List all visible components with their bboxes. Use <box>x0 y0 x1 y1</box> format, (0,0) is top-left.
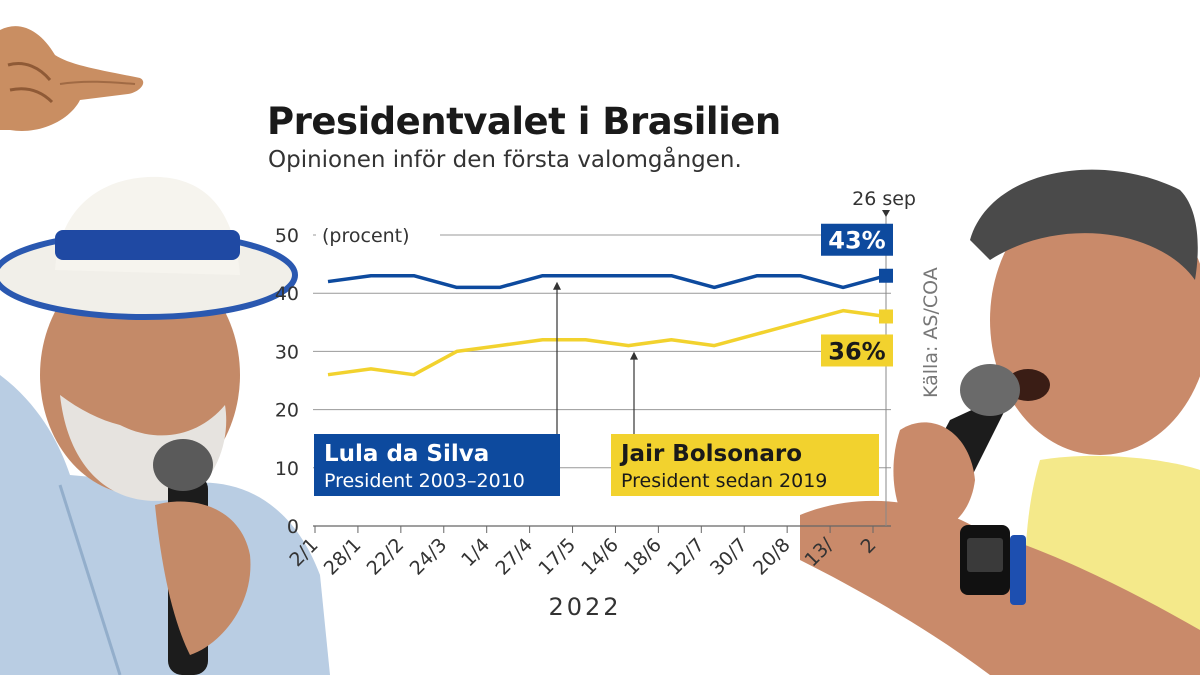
lula-photo <box>0 176 330 675</box>
unit-label-bg <box>316 223 440 247</box>
x-tick-label-7: 14/6 <box>577 534 623 580</box>
y-tick-label-40: 40 <box>275 283 299 305</box>
end-value-label-1: 36% <box>828 337 885 365</box>
y-tick-label-50: 50 <box>275 225 299 247</box>
chart-subtitle: Opinionen inför den första valomgången. <box>268 147 742 173</box>
x-tick-label-13: 2 <box>856 534 880 558</box>
legend-box-1 <box>611 434 879 496</box>
callout-arrow-1 <box>630 351 638 360</box>
x-tick-label-12: 13/ <box>800 534 838 572</box>
x-tick-label-2: 22/2 <box>363 534 409 580</box>
callout-arrow-0 <box>553 281 561 290</box>
legend-name-0: Lula da Silva <box>324 441 489 467</box>
y-tick-label-0: 0 <box>287 516 299 538</box>
x-tick-label-6: 17/5 <box>534 534 580 580</box>
x-tick-label-9: 12/7 <box>663 534 709 580</box>
y-tick-label-10: 10 <box>275 458 299 480</box>
legend-name-1: Jair Bolsonaro <box>619 441 802 467</box>
end-marker-1 <box>879 309 893 324</box>
x-tick-label-3: 24/3 <box>406 534 452 580</box>
end-date-label: 26 sep <box>852 188 916 210</box>
x-axis-title: 2022 <box>548 593 621 621</box>
source-label: Källa: AS/COA <box>920 267 942 398</box>
y-axis-unit-label: (procent) <box>322 225 410 247</box>
x-tick-label-1: 28/1 <box>320 534 366 580</box>
legend-description-0: President 2003–2010 <box>324 470 525 492</box>
x-tick-label-10: 30/7 <box>706 534 752 580</box>
series-line-0 <box>327 273 887 290</box>
x-tick-label-4: 1/4 <box>457 534 494 571</box>
chart-title: Presidentvalet i Brasilien <box>267 100 781 143</box>
series-line-1 <box>327 308 887 377</box>
pointing-hand-photo <box>0 26 144 131</box>
x-tick-label-0: 2/1 <box>285 534 322 571</box>
end-marker-0 <box>879 268 893 283</box>
end-date-arrow <box>882 210 890 217</box>
x-tick-label-5: 27/4 <box>491 534 537 580</box>
bolsonaro-photo <box>800 169 1200 675</box>
end-value-label-0: 43% <box>828 227 885 255</box>
legend-box-0 <box>314 434 560 496</box>
x-tick-label-8: 18/6 <box>620 534 666 580</box>
x-tick-label-11: 20/8 <box>749 534 795 580</box>
y-tick-label-30: 30 <box>275 341 299 363</box>
legend-description-1: President sedan 2019 <box>621 470 827 492</box>
y-tick-label-20: 20 <box>275 400 299 422</box>
end-value-box-1 <box>821 334 893 367</box>
end-value-box-0 <box>821 223 893 256</box>
